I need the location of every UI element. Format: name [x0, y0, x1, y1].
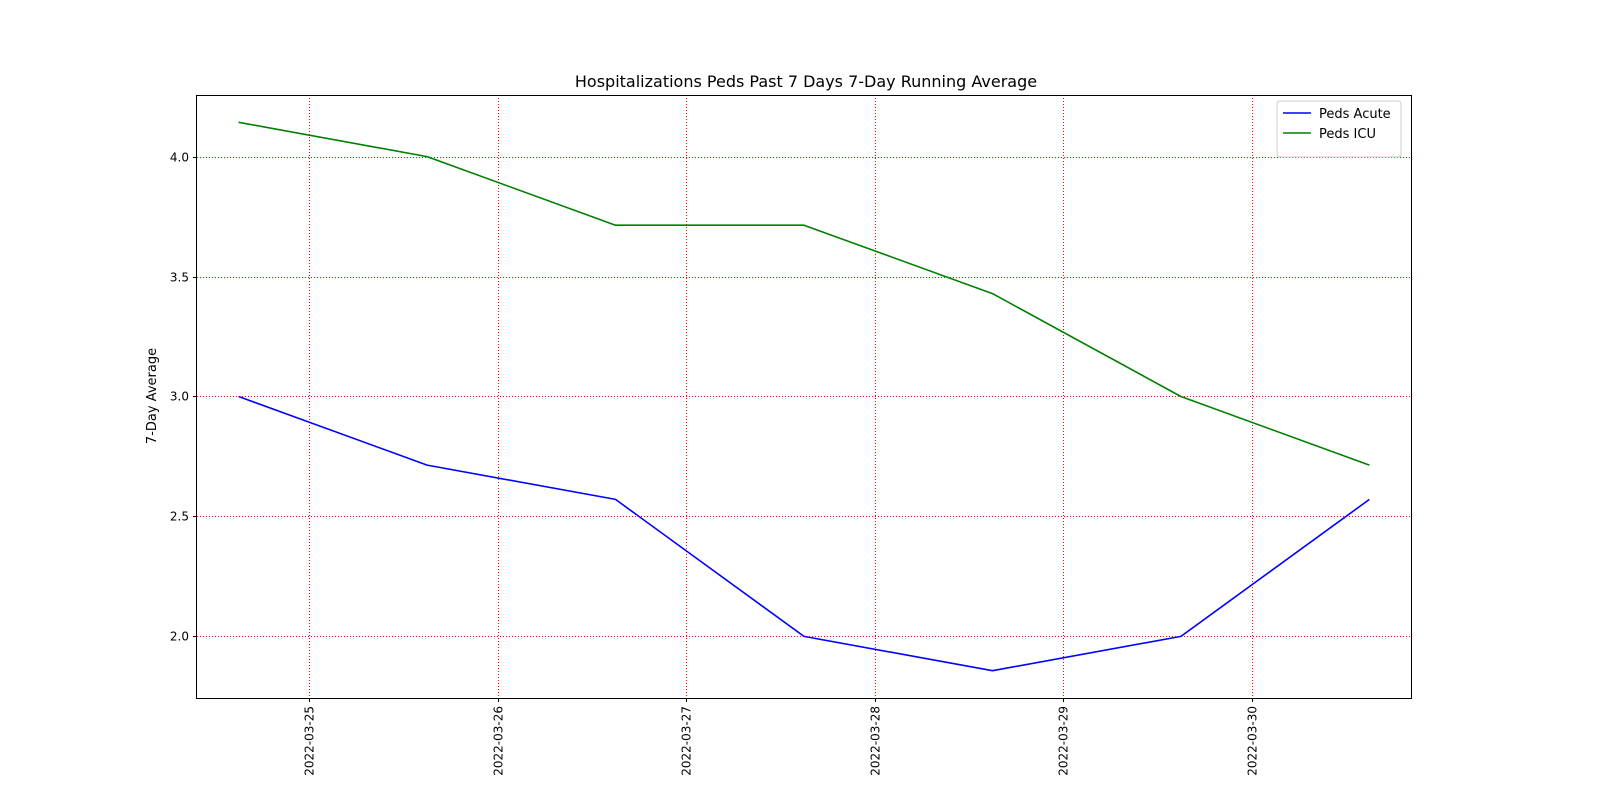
chart-title: Hospitalizations Peds Past 7 Days 7-Day …: [575, 72, 1037, 91]
legend: Peds Acute Peds ICU: [1276, 100, 1402, 158]
y-axis-label: 7-Day Average: [145, 348, 160, 444]
y-tick-label: 2.5: [170, 510, 189, 524]
x-axis: 2022-03-25 2022-03-26 2022-03-27 2022-03-28…: [303, 698, 1260, 776]
y-tick-label: 3.5: [170, 271, 189, 285]
x-tick-label: 2022-03-26: [492, 706, 506, 776]
series-lines: [238, 121, 1370, 672]
x-tick-label: 2022-03-27: [680, 706, 694, 776]
series-line-peds-acute: [238, 395, 1370, 672]
y-axis: 2.0 2.5 3.0 3.5 4.0: [170, 151, 197, 644]
x-tick-label: 2022-03-28: [869, 706, 883, 776]
x-tick-label: 2022-03-25: [303, 706, 317, 776]
x-tick-label: 2022-03-29: [1057, 706, 1071, 776]
legend-box: [1276, 100, 1402, 158]
legend-label: Peds ICU: [1319, 127, 1376, 142]
x-tick-label: 2022-03-30: [1246, 706, 1260, 776]
series-line-peds-icu: [238, 121, 1370, 466]
y-tick-label: 2.0: [170, 630, 189, 644]
y-tick-label: 3.0: [170, 390, 189, 404]
y-tick-label: 4.0: [170, 151, 189, 165]
legend-label: Peds Acute: [1319, 107, 1391, 122]
